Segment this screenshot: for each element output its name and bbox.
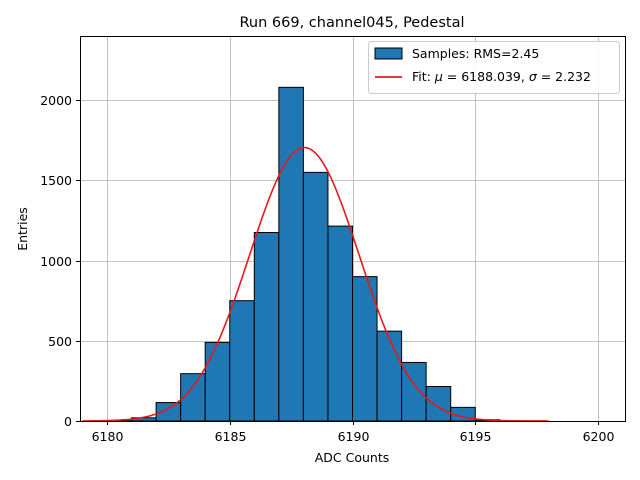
histogram-bar <box>352 276 378 422</box>
histogram-bar <box>278 86 304 422</box>
x-axis-ticks: 6180 6185 6190 6195 6200 <box>92 421 615 444</box>
x-tick-label: 6185 <box>215 429 247 444</box>
y-axis-ticks: 0 500 1000 1500 2000 <box>40 93 80 429</box>
legend-fit-mu-value: = 6188.039, <box>443 69 529 84</box>
legend: Samples: RMS=2.45 Fit: μ = 6188.039, σ =… <box>368 41 620 94</box>
histogram-bar <box>253 232 280 422</box>
histogram-bars <box>106 86 525 422</box>
histogram-bar <box>376 330 403 422</box>
chart-title: Run 669, channel045, Pedestal <box>239 15 464 31</box>
histogram-bar <box>204 341 231 422</box>
legend-fit-sigma-symbol: σ <box>529 69 538 84</box>
x-tick-label: 6180 <box>92 429 124 444</box>
legend-samples-swatch <box>374 47 403 60</box>
histogram-bar <box>425 386 452 422</box>
legend-fit-sigma-value: = 2.232 <box>537 69 591 84</box>
legend-fit-mu-symbol: μ <box>434 69 443 84</box>
y-tick-label: 500 <box>48 334 72 349</box>
legend-fit-label: Fit: μ = 6188.039, σ = 2.232 <box>412 69 591 84</box>
y-axis-label: Entries <box>15 207 30 251</box>
y-tick-label: 1000 <box>40 254 72 269</box>
y-tick-label: 0 <box>64 414 72 429</box>
histogram-bar <box>229 300 255 422</box>
x-tick-label: 6190 <box>338 429 370 444</box>
x-tick-label: 6195 <box>460 429 492 444</box>
histogram-bar <box>180 373 206 422</box>
y-tick-label: 2000 <box>40 93 72 108</box>
x-axis-label: ADC Counts <box>315 450 390 465</box>
legend-fit-prefix: Fit: <box>412 69 435 84</box>
x-tick-label: 6200 <box>583 429 615 444</box>
y-tick-label: 1500 <box>40 173 72 188</box>
histogram-bar <box>302 171 329 422</box>
legend-box <box>368 41 620 94</box>
fit-curve <box>82 146 549 422</box>
legend-samples-label: Samples: RMS=2.45 <box>412 46 539 61</box>
histogram-bar <box>327 225 353 422</box>
